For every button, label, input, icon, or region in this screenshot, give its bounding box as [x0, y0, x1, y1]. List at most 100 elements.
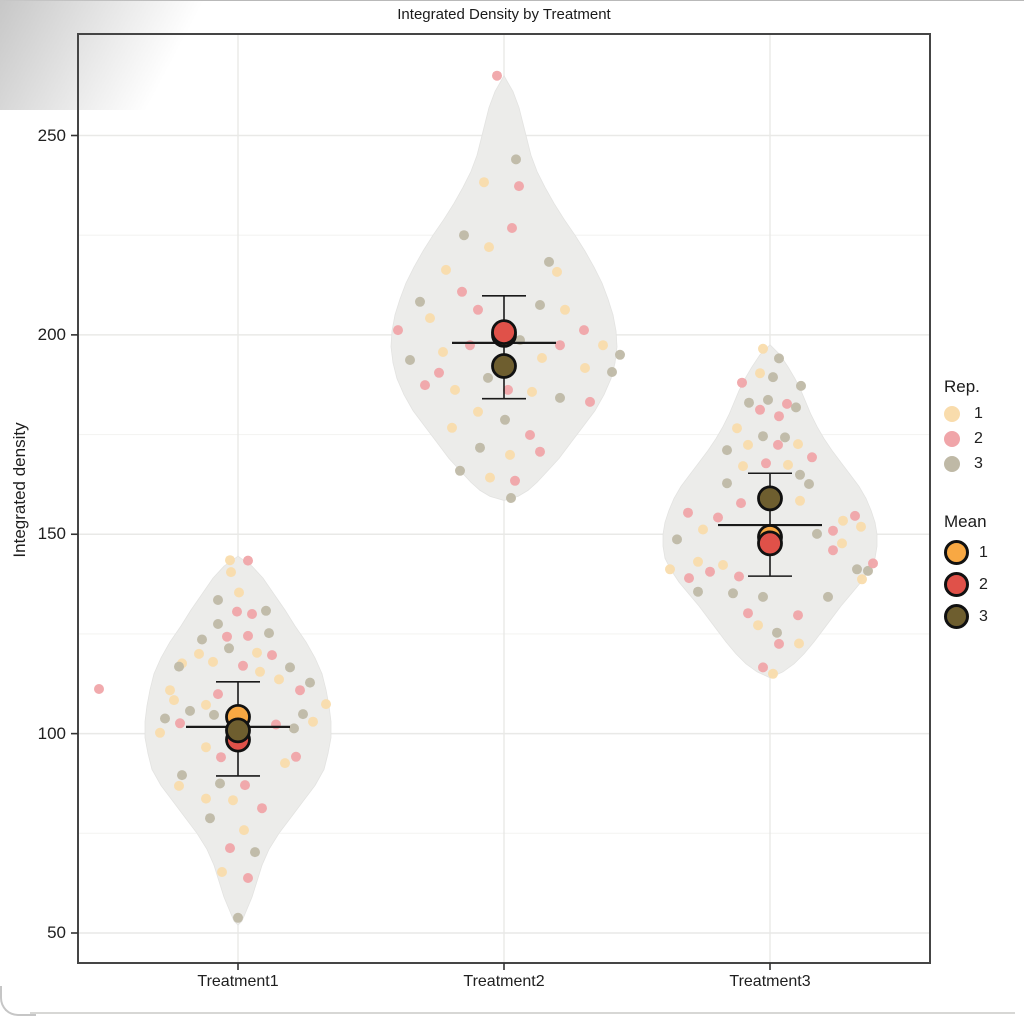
jitter-point-rep2 [555, 340, 565, 351]
jitter-point-rep1 [201, 793, 211, 804]
jitter-point-rep2 [240, 780, 250, 791]
mean-point-rep3-Treatment2 [491, 353, 517, 379]
jitter-point-rep3 [213, 619, 223, 629]
corner-shadow [0, 0, 430, 110]
window-top-edge [0, 0, 1024, 1]
jitter-point-rep3 [405, 355, 415, 365]
legend-rep: Rep. 1 2 3 [944, 377, 1024, 480]
jitter-point-rep2 [247, 609, 257, 619]
jitter-point-rep3 [758, 431, 768, 442]
jitter-point-rep3 [475, 442, 485, 453]
jitter-point-rep1 [438, 347, 448, 357]
jitter-point-rep2 [807, 452, 817, 463]
jitter-point-rep3 [177, 770, 187, 781]
jitter-point-rep2 [510, 475, 520, 486]
x-tick-label-Treatment3: Treatment3 [729, 973, 811, 990]
rep-key-dot-1 [944, 406, 960, 422]
jitter-point-rep3 [852, 564, 862, 575]
jitter-point-rep3 [763, 394, 773, 405]
jitter-point-rep3 [264, 628, 274, 639]
jitter-point-rep2 [774, 638, 784, 649]
mean-point-rep2-Treatment2 [491, 319, 517, 346]
legend-item-label: 2 [979, 575, 988, 593]
mean-key-dot-2 [944, 572, 969, 597]
jitter-point-rep3 [305, 677, 315, 688]
y-tick-label-250: 250 [37, 125, 66, 145]
jitter-point-rep1 [560, 304, 570, 315]
jitter-point-rep3 [459, 230, 469, 241]
jitter-point-rep3 [693, 586, 703, 597]
jitter-point-rep1 [758, 343, 768, 354]
jitter-point-rep1 [732, 423, 742, 434]
legend-mean-title: Mean [944, 512, 987, 531]
jitter-point-rep2 [828, 545, 838, 556]
mean-key-dot-3 [944, 604, 969, 629]
jitter-point-rep2 [243, 873, 253, 883]
jitter-point-rep3 [483, 372, 493, 383]
jitter-point-rep1 [755, 368, 765, 379]
legend-item-2: 2 [944, 430, 1024, 448]
legend-mean: Mean 1 2 3 [944, 512, 1024, 636]
rep-key-dot-3 [944, 456, 960, 472]
jitter-point-rep2 [243, 555, 253, 566]
jitter-point-rep2 [743, 608, 753, 619]
jitter-point-rep1 [693, 556, 703, 567]
jitter-point-rep2 [782, 398, 792, 409]
jitter-point-rep3 [205, 813, 215, 824]
jitter-point-rep3 [506, 493, 516, 503]
x-tick-label-Treatment1: Treatment1 [197, 973, 279, 990]
jitter-point-rep1 [552, 266, 562, 277]
jitter-point-rep3 [774, 353, 784, 364]
jitter-point-rep1 [234, 587, 244, 598]
jitter-point-rep2 [271, 719, 281, 730]
jitter-point-rep3 [415, 296, 425, 307]
jitter-point-rep3 [812, 528, 822, 539]
jitter-point-rep1 [217, 867, 227, 877]
jitter-point-rep3 [607, 367, 617, 377]
jitter-point-rep3 [213, 595, 223, 605]
jitter-point-rep1 [169, 695, 179, 706]
jitter-point-rep1 [479, 177, 489, 188]
mean-key-dot-1 [944, 540, 969, 565]
jitter-point-rep1 [155, 727, 165, 738]
jitter-point-rep2 [267, 650, 277, 661]
jitter-point-rep3 [772, 627, 782, 638]
jitter-point-rep1 [698, 524, 708, 535]
jitter-point-rep2 [393, 325, 403, 336]
jitter-point-rep2 [257, 803, 267, 814]
jitter-point-rep1 [473, 406, 483, 417]
jitter-point-rep3 [160, 713, 170, 724]
jitter-point-rep1 [280, 758, 290, 769]
jitter-point-rep1 [743, 439, 753, 450]
jitter-point-rep2 [473, 304, 483, 315]
jitter-point-rep2 [465, 340, 475, 351]
jitter-point-rep1 [255, 666, 265, 677]
jitter-point-rep2 [758, 662, 768, 673]
jitter-point-rep1 [441, 264, 451, 275]
jitter-point-rep1 [194, 648, 204, 659]
jitter-point-rep2 [737, 377, 747, 388]
jitter-point-rep3 [185, 705, 195, 716]
legend-item-3: 3 [944, 604, 1024, 629]
jitter-point-rep3 [289, 723, 299, 734]
jitter-point-rep2 [213, 689, 223, 700]
jitter-point-rep2 [503, 384, 513, 395]
jitter-point-rep3 [224, 643, 234, 654]
jitter-point-rep3 [744, 397, 754, 408]
jitter-point-rep2 [507, 223, 517, 233]
jitter-point-rep3 [722, 478, 732, 489]
jitter-point-rep1 [308, 716, 318, 727]
jitter-point-rep1 [795, 495, 805, 506]
legend-item-label: 3 [974, 455, 983, 472]
legend-item-3: 3 [944, 455, 1024, 473]
jitter-point-rep1 [208, 656, 218, 667]
jitter-point-rep2 [216, 752, 226, 763]
mean-point-rep3-Treatment1 [225, 717, 251, 744]
jitter-point-rep2 [94, 684, 104, 694]
jitter-point-rep1 [527, 386, 537, 397]
jitter-point-rep1 [857, 574, 867, 585]
jitter-point-rep3 [863, 565, 873, 576]
jitter-point-rep2 [713, 512, 723, 523]
jitter-point-rep3 [722, 445, 732, 456]
